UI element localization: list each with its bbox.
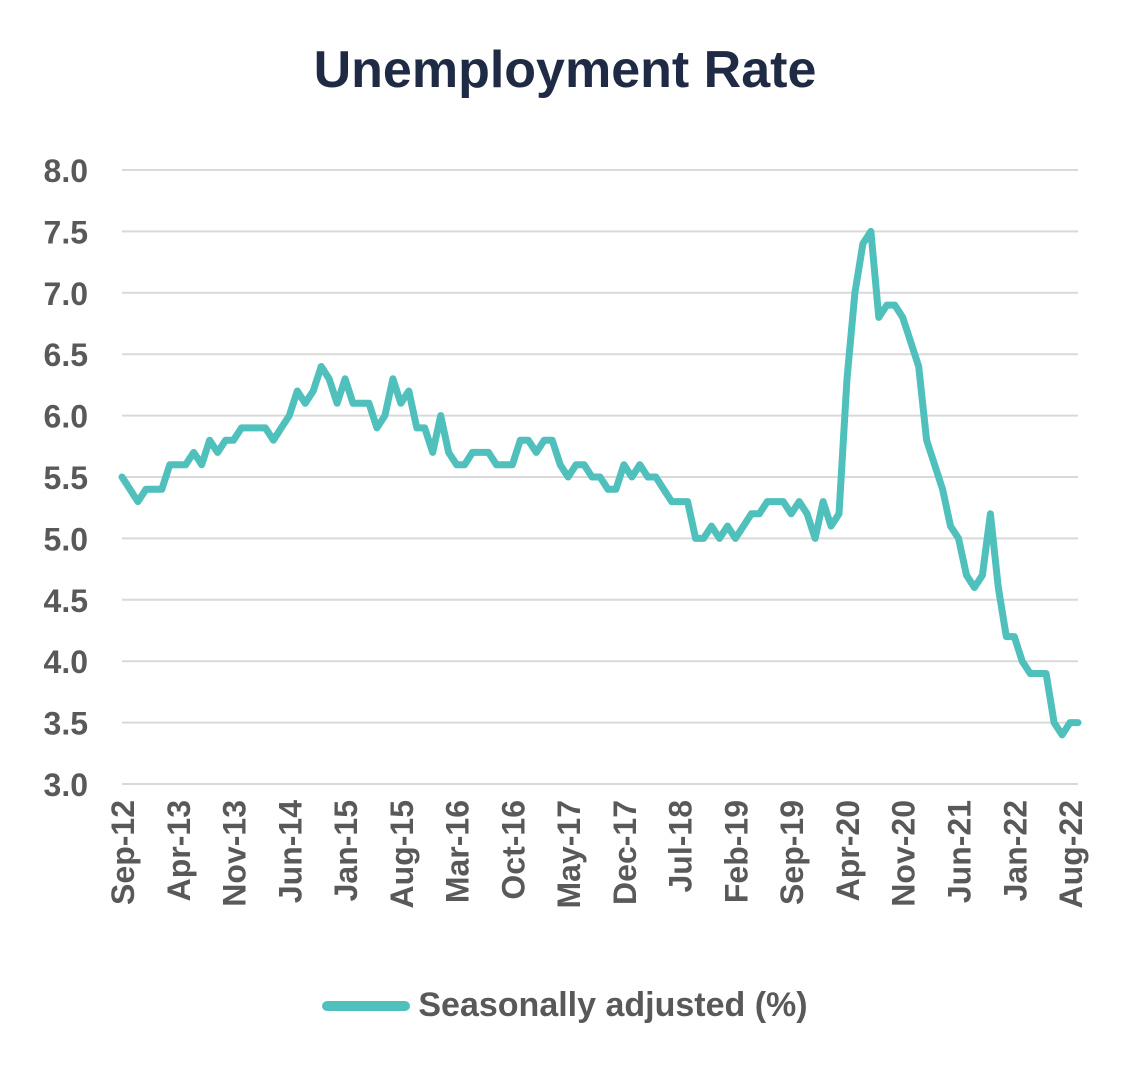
y-tick-label: 7.0 — [44, 276, 88, 312]
x-tick-label: Aug-15 — [384, 800, 420, 908]
y-tick-label: 5.0 — [44, 521, 88, 557]
legend-swatch — [322, 1000, 411, 1011]
x-tick-label: Oct-16 — [495, 800, 531, 900]
x-tick-label: Feb-19 — [718, 800, 754, 903]
y-tick-label: 4.0 — [44, 644, 88, 680]
y-tick-label: 8.0 — [44, 153, 88, 189]
x-tick-label: Apr-13 — [161, 800, 197, 901]
legend: Seasonally adjusted (%) — [0, 986, 1130, 1025]
x-tick-label: Jun-21 — [942, 800, 978, 903]
x-tick-label: Jan-22 — [997, 800, 1033, 901]
x-tick-label: Jun-14 — [272, 800, 308, 903]
x-tick-label: Nov-20 — [886, 800, 922, 907]
y-tick-label: 3.5 — [44, 706, 88, 742]
x-tick-label: Mar-16 — [440, 800, 476, 903]
x-tick-label: Sep-19 — [774, 800, 810, 905]
y-tick-label: 7.5 — [44, 214, 88, 250]
x-tick-label: Jan-15 — [328, 800, 364, 901]
x-tick-label: Sep-12 — [105, 800, 141, 905]
series-line-seasonally-adjusted — [118, 227, 1082, 739]
legend-label: Seasonally adjusted (%) — [418, 986, 808, 1024]
x-tick-label: Jul-18 — [663, 800, 699, 892]
y-tick-label: 5.5 — [44, 460, 88, 496]
x-tick-label: Aug-22 — [1053, 800, 1089, 908]
y-tick-label: 3.0 — [44, 767, 88, 803]
y-tick-label: 6.0 — [44, 399, 88, 435]
x-tick-label: Apr-20 — [830, 800, 866, 901]
x-tick-label: Nov-13 — [217, 800, 253, 907]
chart-title: Unemployment Rate — [313, 41, 817, 99]
y-tick-label: 4.5 — [44, 583, 88, 619]
x-tick-label: May-17 — [551, 800, 587, 909]
y-tick-label: 6.5 — [44, 337, 88, 373]
x-tick-label: Dec-17 — [607, 800, 643, 905]
